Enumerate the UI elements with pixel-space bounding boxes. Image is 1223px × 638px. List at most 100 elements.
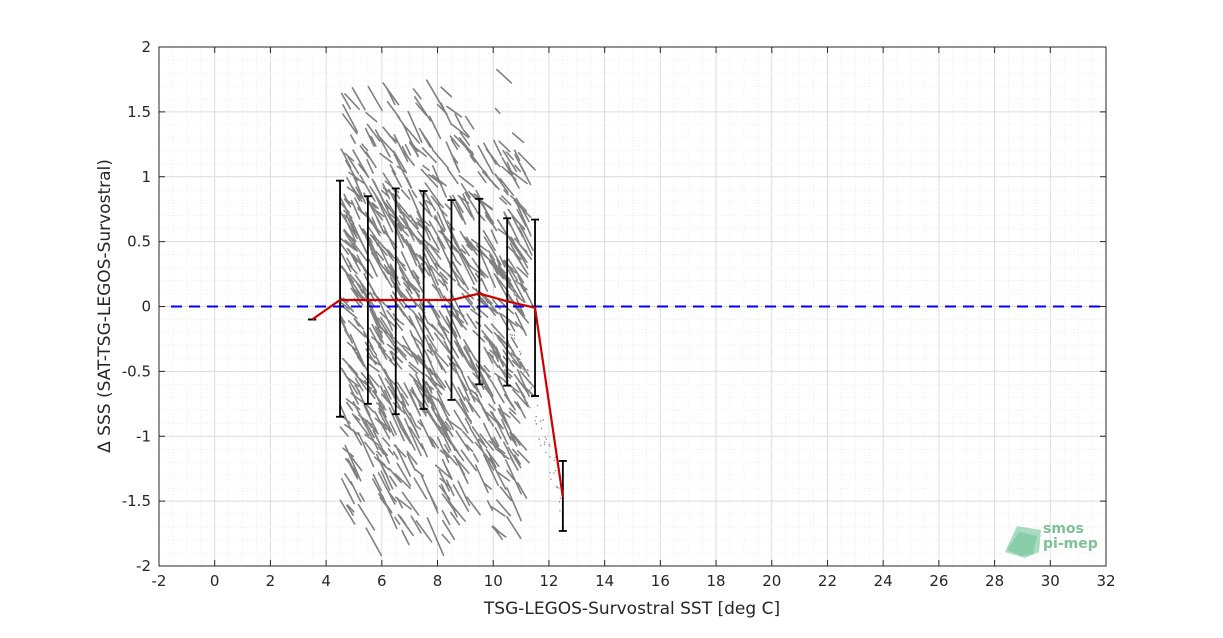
scatter-point [535, 423, 537, 425]
scatter-streak [391, 169, 403, 188]
scatter-streak [430, 195, 441, 208]
scatter-streak [382, 271, 393, 288]
scatter-streak [451, 124, 470, 139]
scatter-streak [477, 438, 488, 449]
scatter-streak [366, 158, 374, 174]
scatter-streak [507, 245, 522, 260]
scatter-streak [496, 219, 513, 243]
scatter-streak [418, 201, 433, 218]
scatter-streak [409, 243, 425, 274]
scatter-streak [381, 189, 389, 197]
scatter-streak [487, 250, 496, 261]
scatter-streak [418, 127, 434, 150]
scatter-streak [392, 150, 408, 174]
scatter-streak [430, 265, 441, 278]
y-tick-label: 0 [141, 298, 151, 316]
scatter-streak [450, 503, 466, 522]
scatter-streak [409, 231, 422, 243]
scatter-streak [469, 388, 479, 397]
scatter-streak [389, 164, 397, 175]
scatter-streak [471, 381, 479, 393]
scatter-streak [345, 401, 354, 412]
scatter-streak [394, 473, 411, 490]
scatter-streak [389, 420, 397, 436]
scatter-streak [500, 195, 512, 206]
scatter-streak [446, 257, 461, 287]
scatter-streak [474, 383, 483, 398]
scatter-streak [375, 195, 394, 233]
scatter-streak [400, 393, 410, 407]
scatter-streak [385, 87, 396, 106]
scatter-streak [395, 285, 410, 302]
scatter-streak [511, 171, 528, 185]
scatter-streak [511, 359, 522, 370]
scatter-streak [374, 326, 385, 345]
scatter-streak [361, 143, 369, 152]
scatter-streak [401, 335, 419, 365]
scatter-streak [482, 229, 496, 252]
scatter-streak [513, 454, 522, 465]
scatter-streak [484, 211, 498, 232]
scatter-streak [339, 202, 350, 214]
scatter-streak [504, 347, 522, 369]
scatter-streak [377, 345, 393, 362]
scatter-streak [346, 504, 354, 516]
scatter-streak [444, 420, 452, 430]
scatter-streak [400, 251, 415, 279]
scatter-point [527, 369, 529, 372]
scatter-streak [438, 310, 453, 333]
scatter-streak [480, 277, 489, 292]
scatter-streak [358, 237, 367, 252]
scatter-streak [430, 437, 440, 449]
scatter-streak [428, 301, 441, 319]
scatter-streak [352, 149, 370, 179]
scatter-streak [469, 154, 476, 163]
scatter-streak [383, 389, 402, 427]
scatter-streak [483, 324, 493, 334]
x-tick-label: 16 [651, 572, 670, 590]
scatter-streak [460, 183, 471, 199]
scatter-streak [347, 452, 363, 472]
scatter-streak [408, 315, 425, 346]
scatter-streak [425, 199, 433, 206]
scatter-streak [367, 85, 383, 112]
scatter-streak [438, 485, 451, 500]
scatter-streak [368, 363, 380, 373]
scatter-point [549, 445, 551, 447]
scatter-streak [463, 339, 477, 361]
scatter-streak [388, 134, 398, 143]
scatter-streak [477, 144, 494, 175]
scatter-streak [350, 199, 361, 220]
scatter-streak [494, 173, 509, 194]
scatter-streak [428, 367, 445, 391]
scatter-streak [386, 475, 394, 490]
scatter-streak [424, 239, 440, 254]
scatter-streak [415, 252, 424, 262]
scatter-streak [400, 298, 412, 311]
scatter-streak [359, 174, 376, 202]
scatter-streak [513, 400, 521, 410]
scatter-streak [462, 129, 470, 138]
scatter-streak [386, 101, 401, 119]
scatter-streak [401, 145, 409, 159]
scatter-streak [464, 417, 471, 428]
scatter-point [542, 419, 544, 421]
scatter-streak [395, 346, 408, 361]
scatter-streak [511, 214, 526, 230]
scatter-point [550, 478, 552, 480]
scatter-streak [517, 482, 528, 499]
scatter-streak [497, 334, 508, 345]
scatter-streak [394, 221, 410, 237]
scatter-streak [396, 346, 407, 357]
scatter-streak [489, 411, 503, 428]
scatter-streak [455, 430, 470, 452]
scatter-streak [510, 352, 521, 361]
scatter-streak [483, 368, 491, 380]
scatter-streak [494, 372, 507, 383]
scatter-streak [383, 230, 398, 248]
scatter-streak [357, 208, 367, 217]
scatter-streak [506, 515, 522, 540]
scatter-streak [439, 477, 452, 489]
scatter-streak [506, 487, 522, 522]
scatter-streak [452, 361, 462, 371]
